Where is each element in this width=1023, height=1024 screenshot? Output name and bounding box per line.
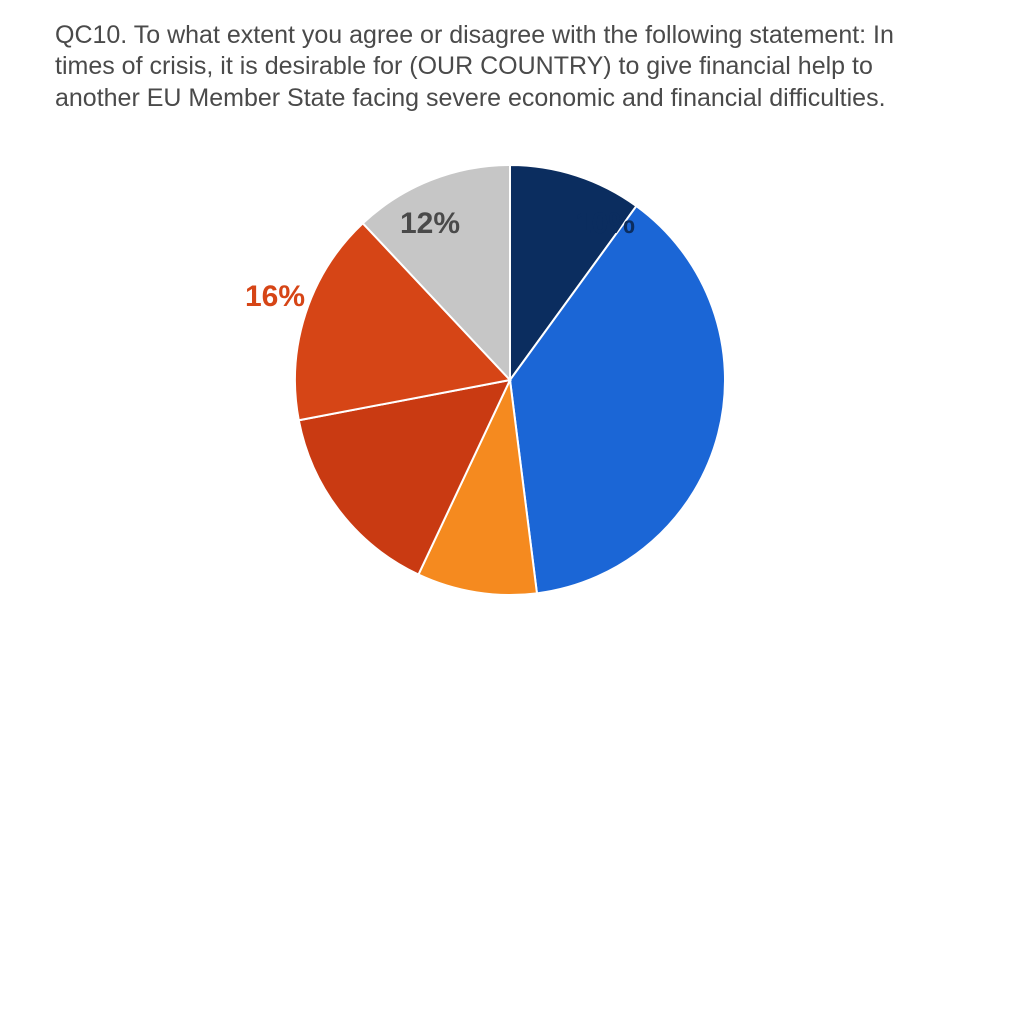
slice-label: 10% [575,207,635,241]
pie-svg [270,165,750,645]
pie-chart: 10%38%9%15%16%12% [0,165,1023,765]
slice-label: 12% [400,207,460,241]
slice-label: 16% [245,280,305,314]
chart-title: QC10. To what extent you agree or disagr… [55,20,925,114]
